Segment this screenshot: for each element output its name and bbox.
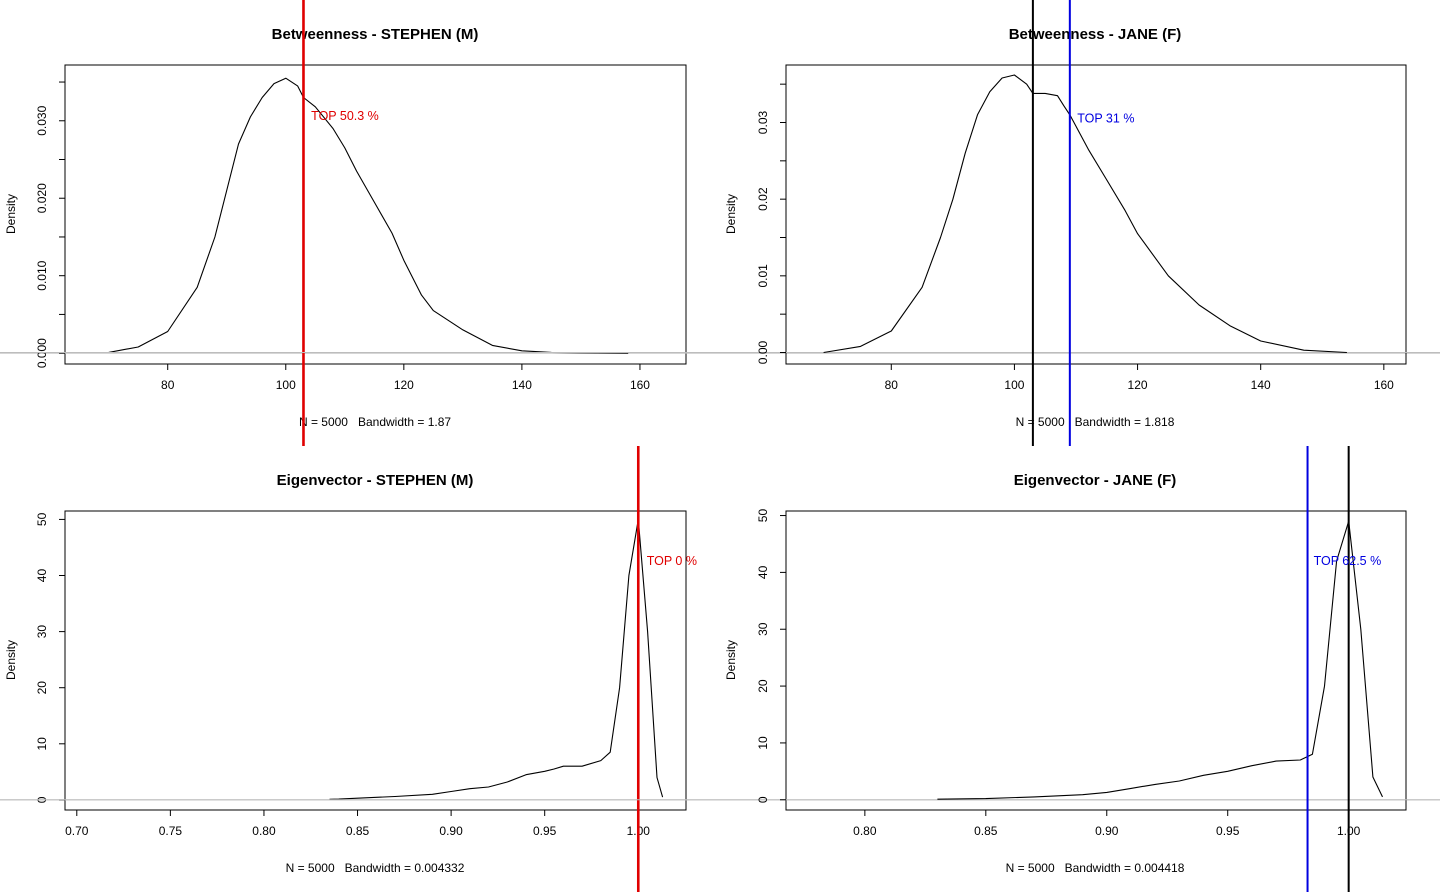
- x-tick-label: 0.95: [1216, 824, 1240, 838]
- y-tick-label: 0.02: [756, 187, 770, 211]
- plot-frame: [785, 64, 1407, 365]
- top-percent-annotation: TOP 50.3 %: [311, 109, 379, 123]
- chart-betweenness-stephen: Betweenness - STEPHEN (M) N = 5000 Bandw…: [0, 0, 1440, 446]
- density-curve: [108, 77, 629, 354]
- chart-title: Betweenness - JANE (F): [1009, 26, 1182, 43]
- x-tick-label: 0.90: [439, 824, 463, 838]
- x-tick-label: 80: [885, 378, 899, 392]
- top-percent-annotation: TOP 62.5 %: [1314, 554, 1382, 568]
- y-tick-label: 20: [756, 679, 770, 693]
- y-tick-label: 10: [35, 737, 49, 751]
- density-curve: [329, 518, 664, 800]
- x-tick-label: 0.70: [65, 824, 89, 838]
- x-tick-label: 160: [1374, 378, 1394, 392]
- x-tick-label: 0.85: [346, 824, 370, 838]
- y-axis-label: Density: [724, 640, 738, 680]
- chart-eigenvector-jane: Eigenvector - JANE (F) N = 5000 Bandwidt…: [0, 446, 1440, 892]
- y-tick-label: 40: [35, 569, 49, 583]
- x-tick-label: 120: [394, 378, 414, 392]
- y-tick-label: 0.010: [35, 260, 49, 290]
- y-axis-label: Density: [4, 194, 18, 234]
- x-tick-label: 140: [1251, 378, 1271, 392]
- y-tick-label: 50: [756, 509, 770, 523]
- y-tick-label: 30: [756, 622, 770, 636]
- chart-title: Eigenvector - STEPHEN (M): [277, 472, 474, 489]
- x-tick-label: 100: [276, 378, 296, 392]
- plot-frame: [64, 64, 687, 365]
- x-axis-label: N = 5000 Bandwidth = 1.818: [1016, 415, 1175, 429]
- density-curve: [823, 74, 1347, 354]
- x-axis-label: N = 5000 Bandwidth = 0.004332: [286, 861, 465, 875]
- x-tick-label: 120: [1128, 378, 1148, 392]
- x-tick-label: 0.75: [159, 824, 183, 838]
- plot-frame: [64, 510, 687, 811]
- plot-frame: [785, 510, 1407, 811]
- y-tick-label: 30: [35, 625, 49, 639]
- x-tick-label: 0.80: [252, 824, 276, 838]
- y-tick-label: 0.01: [756, 264, 770, 288]
- y-tick-label: 40: [756, 565, 770, 579]
- x-tick-label: 100: [1004, 378, 1024, 392]
- chart-title: Betweenness - STEPHEN (M): [272, 26, 479, 43]
- x-tick-label: 0.85: [974, 824, 998, 838]
- y-tick-label: 0: [756, 796, 770, 803]
- top-percent-annotation: TOP 31 %: [1077, 112, 1134, 126]
- chart-title: Eigenvector - JANE (F): [1014, 472, 1177, 489]
- x-tick-label: 140: [512, 378, 532, 392]
- chart-betweenness-jane: Betweenness - JANE (F) N = 5000 Bandwidt…: [0, 0, 1440, 446]
- y-axis-label: Density: [724, 194, 738, 234]
- y-tick-label: 10: [756, 736, 770, 750]
- x-tick-label: 0.90: [1095, 824, 1119, 838]
- density-curve: [937, 520, 1383, 800]
- y-tick-label: 0.020: [35, 183, 49, 213]
- y-tick-label: 20: [35, 681, 49, 695]
- top-percent-annotation: TOP 0 %: [647, 554, 697, 568]
- x-tick-label: 0.80: [853, 824, 877, 838]
- y-tick-label: 0.030: [35, 105, 49, 135]
- x-axis-label: N = 5000 Bandwidth = 0.004418: [1006, 861, 1185, 875]
- y-tick-label: 50: [35, 512, 49, 526]
- x-tick-label: 160: [630, 378, 650, 392]
- x-tick-label: 0.95: [533, 824, 557, 838]
- y-tick-label: 0.00: [756, 340, 770, 364]
- y-tick-label: 0.03: [756, 110, 770, 134]
- x-axis-label: N = 5000 Bandwidth = 1.87: [299, 415, 451, 429]
- y-axis-label: Density: [4, 640, 18, 680]
- x-tick-label: 80: [161, 378, 175, 392]
